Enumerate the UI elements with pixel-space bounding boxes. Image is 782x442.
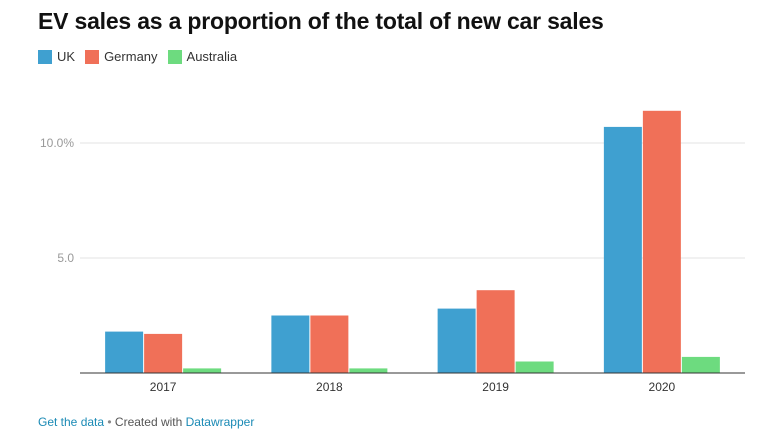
x-tick-label-2018: 2018	[316, 380, 343, 394]
bar-uk-2018	[271, 315, 310, 373]
bar-germany-2020	[642, 110, 681, 374]
bar-australia-2017	[183, 368, 222, 373]
legend-swatch-germany	[85, 49, 100, 64]
legend-item-germany: Germany	[85, 49, 158, 64]
footer-separator: •	[104, 415, 115, 429]
legend-label-australia: Australia	[186, 49, 238, 64]
bar-uk-2017	[105, 331, 144, 373]
get-the-data-link[interactable]: Get the data	[38, 415, 105, 429]
legend-label-germany: Germany	[104, 49, 158, 64]
created-with-text: Created with	[114, 415, 186, 429]
bar-australia-2018	[349, 368, 388, 373]
x-tick-label-2017: 2017	[150, 380, 177, 394]
bar-australia-2020	[681, 356, 720, 373]
bar-uk-2019	[437, 308, 476, 373]
y-tick-label-1: 10.0%	[40, 136, 74, 150]
bar-uk-2020	[603, 126, 642, 374]
legend-item-uk: UK	[38, 49, 75, 64]
datawrapper-link[interactable]: Datawrapper	[185, 415, 255, 429]
chart-title: EV sales as a proportion of the total of…	[38, 8, 604, 34]
y-tick-label-0: 5.0	[57, 251, 74, 265]
legend-item-australia: Australia	[167, 49, 238, 64]
bar-germany-2017	[144, 333, 183, 373]
footer: Get the data • Created with Datawrapper	[38, 415, 254, 429]
bar-germany-2018	[310, 315, 349, 373]
x-tick-label-2020: 2020	[649, 380, 676, 394]
bar-germany-2019	[476, 290, 515, 373]
legend-swatch-uk	[38, 49, 52, 64]
legend-swatch-australia	[167, 49, 182, 64]
legend: UK Germany Australia	[38, 49, 247, 64]
bar-chart: 5.0 10.0% 2017 2018 2019 2020	[40, 110, 745, 394]
x-tick-label-2019: 2019	[482, 380, 509, 394]
bar-australia-2019	[515, 361, 554, 373]
legend-label-uk: UK	[57, 49, 76, 64]
